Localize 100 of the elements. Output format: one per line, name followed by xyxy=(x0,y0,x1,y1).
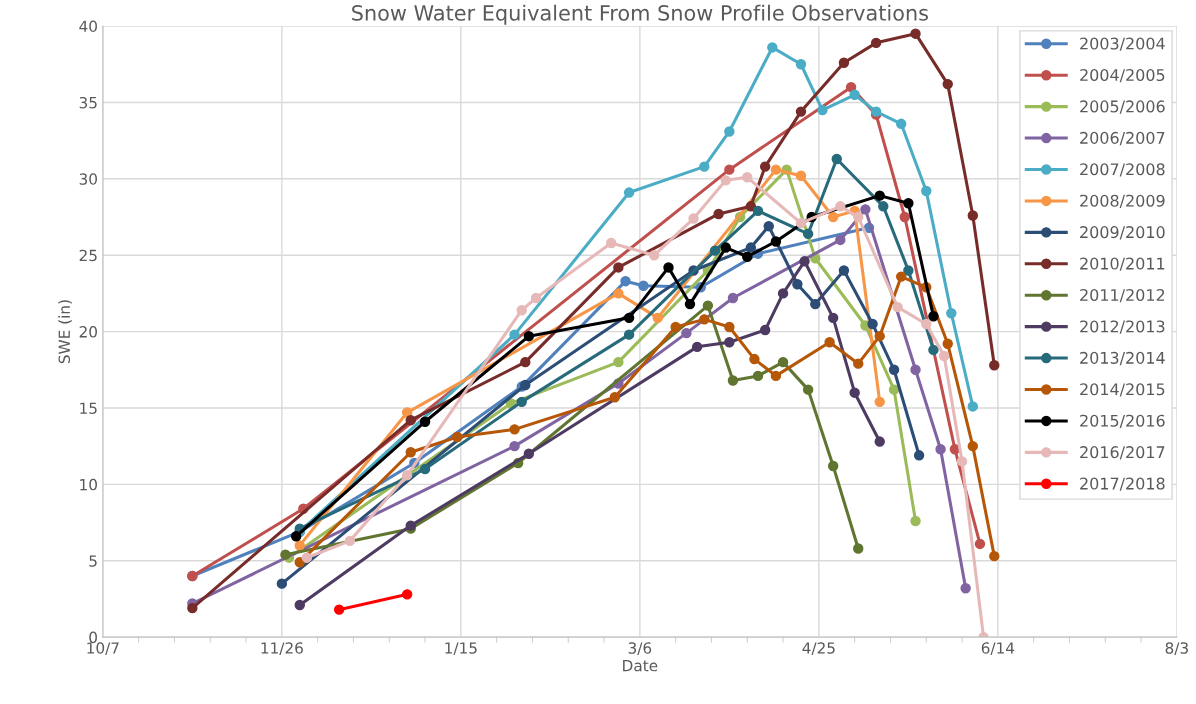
point xyxy=(895,271,907,282)
point xyxy=(874,436,885,447)
legend-label: 2003/2004 xyxy=(1080,37,1165,51)
point xyxy=(946,308,957,319)
y-tick-label: 35 xyxy=(79,96,97,109)
point xyxy=(845,81,857,93)
point xyxy=(910,28,921,39)
point xyxy=(853,543,864,554)
point xyxy=(405,447,416,458)
point xyxy=(294,557,305,568)
point xyxy=(623,187,635,198)
point xyxy=(702,300,714,311)
point xyxy=(913,450,925,461)
point xyxy=(742,172,753,183)
point xyxy=(827,460,839,472)
point xyxy=(895,118,907,130)
point xyxy=(942,338,953,350)
point xyxy=(720,175,731,186)
point xyxy=(770,164,782,175)
legend-label: 2008/2009 xyxy=(1080,194,1165,208)
point xyxy=(727,375,739,386)
point xyxy=(688,213,699,224)
point xyxy=(899,211,910,223)
point xyxy=(860,204,871,215)
y-tick-label: 20 xyxy=(79,326,97,338)
point xyxy=(720,242,731,253)
point xyxy=(795,106,807,117)
point xyxy=(663,262,674,273)
point xyxy=(849,387,860,398)
x-tick-label: 11/26 xyxy=(261,642,303,656)
point xyxy=(867,318,878,330)
point xyxy=(770,370,782,382)
y-tick-label: 40 xyxy=(79,20,97,33)
point xyxy=(530,292,542,304)
point xyxy=(935,444,946,455)
point xyxy=(874,330,885,342)
legend-label: 2007/2008 xyxy=(1080,163,1165,177)
point xyxy=(509,424,520,435)
point xyxy=(967,210,979,221)
x-tick-label: 1/15 xyxy=(445,642,477,656)
point xyxy=(967,440,979,452)
point xyxy=(613,262,624,273)
point xyxy=(874,396,885,408)
x-tick-label: 10/7 xyxy=(87,642,119,656)
point xyxy=(724,337,735,348)
point xyxy=(989,359,1000,371)
y-tick-label: 25 xyxy=(79,249,97,262)
point xyxy=(960,583,971,594)
y-axis-title: SWE (in) xyxy=(58,300,72,364)
point xyxy=(638,280,649,291)
point xyxy=(888,364,900,375)
point xyxy=(452,431,463,443)
point xyxy=(691,341,703,353)
legend-label: 2005/2006 xyxy=(1080,100,1165,114)
legend-label: 2017/2018 xyxy=(1080,477,1165,491)
point xyxy=(921,185,932,197)
point xyxy=(344,535,356,547)
point xyxy=(709,245,721,256)
point xyxy=(699,161,710,172)
point xyxy=(838,265,850,276)
x-tick-label: 3/6 xyxy=(628,642,652,656)
point xyxy=(928,344,939,356)
point xyxy=(792,279,803,290)
point xyxy=(648,249,660,261)
point xyxy=(888,384,900,395)
point xyxy=(759,324,771,336)
legend-label: 2004/2005 xyxy=(1080,68,1165,83)
point xyxy=(670,321,681,333)
point xyxy=(795,59,807,70)
point xyxy=(849,89,860,101)
point xyxy=(824,337,835,348)
point xyxy=(938,350,950,362)
point xyxy=(942,78,953,90)
point xyxy=(724,126,735,137)
point xyxy=(892,301,903,313)
point xyxy=(509,329,520,340)
y-tick-label: 0 xyxy=(89,631,97,644)
x-axis-title: Date xyxy=(623,660,658,672)
point xyxy=(752,205,764,217)
point xyxy=(802,228,814,240)
point xyxy=(767,42,778,53)
point xyxy=(276,578,288,589)
point xyxy=(187,602,198,614)
point xyxy=(294,540,305,551)
point xyxy=(294,599,305,611)
point xyxy=(745,242,757,253)
point xyxy=(870,37,882,49)
point xyxy=(713,208,724,220)
point xyxy=(777,288,789,299)
point xyxy=(928,311,939,322)
point xyxy=(613,356,624,368)
point xyxy=(853,358,864,369)
point xyxy=(763,220,774,232)
point xyxy=(401,589,413,600)
point xyxy=(827,312,839,324)
point xyxy=(681,327,692,339)
chart-title: Snow Water Equivalent From Snow Profile Observations xyxy=(352,4,928,25)
legend-label: 2013/2014 xyxy=(1080,351,1165,366)
point xyxy=(874,190,885,201)
point xyxy=(910,515,921,527)
